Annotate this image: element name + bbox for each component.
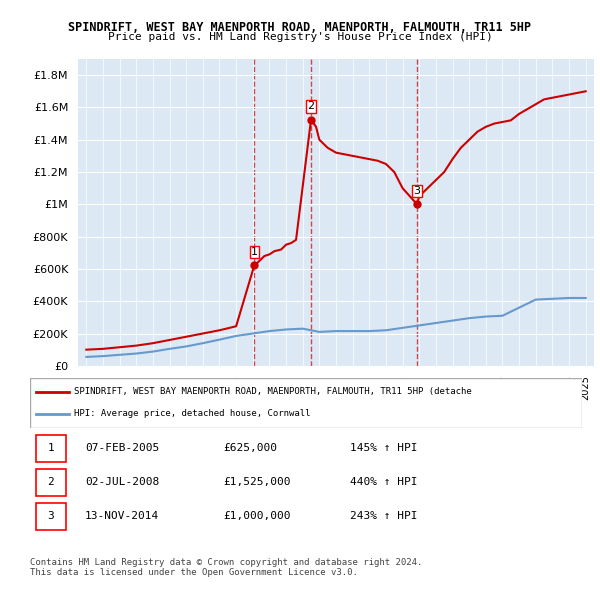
FancyBboxPatch shape [30, 378, 582, 428]
Text: 2: 2 [307, 101, 314, 112]
Text: HPI: Average price, detached house, Cornwall: HPI: Average price, detached house, Corn… [74, 409, 311, 418]
Text: 1: 1 [47, 443, 54, 453]
FancyBboxPatch shape [35, 468, 66, 496]
Text: SPINDRIFT, WEST BAY MAENPORTH ROAD, MAENPORTH, FALMOUTH, TR11 5HP (detache: SPINDRIFT, WEST BAY MAENPORTH ROAD, MAEN… [74, 387, 472, 396]
FancyBboxPatch shape [35, 503, 66, 530]
Text: 243% ↑ HPI: 243% ↑ HPI [350, 512, 418, 521]
Text: 1: 1 [251, 247, 258, 257]
Text: £1,000,000: £1,000,000 [223, 512, 290, 521]
Text: 13-NOV-2014: 13-NOV-2014 [85, 512, 160, 521]
Text: 440% ↑ HPI: 440% ↑ HPI [350, 477, 418, 487]
Text: £1,525,000: £1,525,000 [223, 477, 290, 487]
Text: 07-FEB-2005: 07-FEB-2005 [85, 443, 160, 453]
Text: £625,000: £625,000 [223, 443, 277, 453]
Text: SPINDRIFT, WEST BAY MAENPORTH ROAD, MAENPORTH, FALMOUTH, TR11 5HP: SPINDRIFT, WEST BAY MAENPORTH ROAD, MAEN… [68, 21, 532, 34]
Text: This data is licensed under the Open Government Licence v3.0.: This data is licensed under the Open Gov… [30, 568, 358, 576]
Text: 145% ↑ HPI: 145% ↑ HPI [350, 443, 418, 453]
Text: 3: 3 [413, 186, 421, 196]
Text: 02-JUL-2008: 02-JUL-2008 [85, 477, 160, 487]
Text: Price paid vs. HM Land Registry's House Price Index (HPI): Price paid vs. HM Land Registry's House … [107, 32, 493, 42]
Text: Contains HM Land Registry data © Crown copyright and database right 2024.: Contains HM Land Registry data © Crown c… [30, 558, 422, 566]
FancyBboxPatch shape [35, 435, 66, 461]
Text: 2: 2 [47, 477, 54, 487]
Text: 3: 3 [47, 512, 54, 521]
